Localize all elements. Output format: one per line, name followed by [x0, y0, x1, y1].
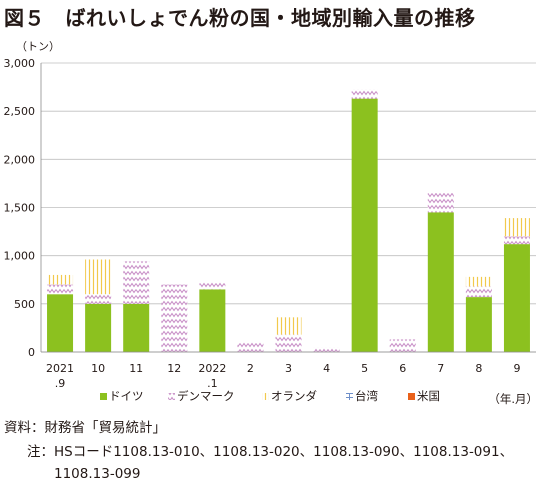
bar-segment-netherlands: [465, 276, 492, 287]
bar-segment-germany: [85, 303, 112, 352]
bar-segment-denmark: [313, 347, 340, 352]
x-tick-label: .1: [207, 377, 218, 390]
x-tick-label: 2021: [46, 362, 74, 375]
bar-segment-denmark: [123, 261, 150, 304]
bar-segment-germany: [427, 212, 454, 352]
bar-segment-denmark: [199, 281, 226, 290]
legend-swatch-netherlands: [262, 393, 269, 400]
y-tick-label: 500: [14, 298, 35, 311]
legend-swatch-taiwan: [346, 393, 353, 400]
legend-label-germany: ドイツ: [109, 389, 144, 403]
bar-segment-germany: [503, 244, 530, 352]
bar-segment-denmark: [161, 284, 188, 352]
bar-segment-denmark: [85, 294, 112, 304]
footnote-label: 注：: [27, 444, 54, 460]
x-tick-label: 5: [361, 362, 368, 375]
legend-swatch-usa: [408, 393, 415, 400]
bar-segment-denmark: [427, 193, 454, 213]
bar-segment-denmark: [503, 236, 530, 245]
source-note: 資料：財務省「貿易統計」: [4, 420, 166, 436]
x-tick-label: 6: [399, 362, 406, 375]
x-tick-label: 2: [247, 362, 254, 375]
bar-segment-denmark: [275, 334, 302, 352]
bar-segment-germany: [351, 98, 378, 352]
bar-segment-netherlands: [85, 259, 112, 295]
legend-label-taiwan: 台湾: [355, 389, 378, 403]
bar-segment-germany: [47, 294, 74, 352]
x-tick-label: 10: [91, 362, 105, 375]
y-tick-label: 0: [28, 346, 35, 359]
y-tick-label: 1,500: [4, 202, 36, 215]
figure-title: 図５ ばれいしょでん粉の国・地域別輸入量の推移: [4, 6, 476, 30]
x-tick-label: 12: [167, 362, 181, 375]
x-tick-label: 2022: [198, 362, 226, 375]
y-axis-label: （トン）: [16, 40, 60, 53]
x-tick-label: .9: [55, 377, 66, 390]
y-tick-label: 2,500: [4, 105, 36, 118]
footnote-text: HSコード1108.13-010、1108.13-020、1108.13-090…: [54, 444, 514, 482]
bar-segment-denmark: [47, 284, 74, 295]
bars: [47, 89, 530, 352]
stacked-bar-chart: 0 500 1,000 1,500 2,000 2,500 3,000 2021 .9 10 11…: [4, 40, 539, 406]
x-tick-label: 9: [513, 362, 520, 375]
y-tick-label: 1,000: [4, 250, 36, 263]
legend-label-denmark: デンマーク: [177, 389, 235, 403]
legend-label-usa: 米国: [417, 389, 440, 403]
legend-label-netherlands: オランダ: [271, 389, 317, 403]
x-tick-label: 4: [323, 362, 330, 375]
footnote: 注：HSコード1108.13-010、1108.13-020、1108.13-0…: [4, 441, 544, 485]
x-tick-label: 11: [129, 362, 143, 375]
bar-segment-netherlands: [275, 317, 302, 335]
x-axis-unit-label: （年.月）: [488, 392, 538, 406]
y-axis: 0 500 1,000 1,500 2,000 2,500 3,000: [4, 57, 42, 359]
bar-segment-denmark: [389, 339, 416, 352]
legend: ドイツ デンマーク オランダ 台湾 米国: [100, 389, 440, 403]
bar-segment-netherlands: [47, 274, 74, 285]
bar-segment-germany: [465, 297, 492, 352]
bar-segment-denmark: [351, 89, 378, 99]
bar-segment-netherlands: [503, 218, 530, 237]
gridlines: [41, 62, 536, 353]
legend-swatch-germany: [100, 393, 107, 400]
x-tick-label: 3: [285, 362, 292, 375]
y-tick-label: 2,000: [4, 153, 36, 166]
legend-swatch-denmark: [168, 393, 175, 400]
bar-segment-germany: [199, 289, 226, 352]
bar-segment-denmark: [465, 286, 492, 298]
x-tick-label: 7: [437, 362, 444, 375]
x-axis: 2021 .9 10 11 12 2022 .1 2 3 4 5 6 7 8 9: [41, 351, 536, 390]
y-tick-label: 3,000: [4, 57, 36, 70]
bar-segment-germany: [123, 303, 150, 352]
x-tick-label: 8: [475, 362, 482, 375]
bar-segment-denmark: [237, 342, 264, 352]
